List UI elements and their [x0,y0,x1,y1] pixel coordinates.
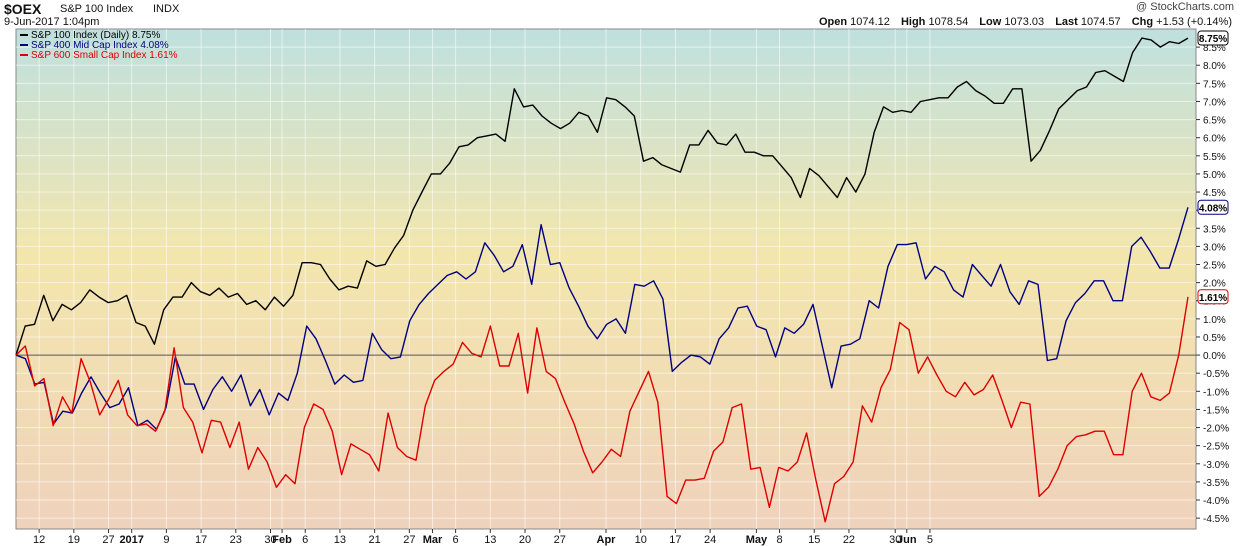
symbol-name: S&P 100 Index [60,3,134,15]
x-tick-label: 17 [195,534,207,546]
legend-entry: S&P 100 Index (Daily) 8.75% [31,30,160,41]
x-tick-label: 10 [635,534,647,546]
y-tick-label: 6.0% [1203,134,1226,145]
series-line-3 [15,296,1189,523]
chg-label: Chg [1131,16,1154,28]
y-tick-label: -4.0% [1203,496,1229,507]
exchange-label: INDX [153,3,180,15]
chg-value: +1.53 (+0.14%) [1156,16,1232,28]
y-tick-label: 7.0% [1203,97,1226,108]
y-tick-label: 2.5% [1203,261,1226,272]
y-tick-label: 3.5% [1203,224,1226,235]
x-tick-label: Apr [597,534,617,546]
end-label-text: 4.08% [1199,203,1227,214]
x-tick-label: 24 [704,534,716,546]
y-tick-label: 5.5% [1203,152,1226,163]
x-tick-label: May [746,534,768,546]
x-tick-label: 20 [519,534,531,546]
y-tick-label: -2.5% [1203,442,1229,453]
y-tick-label: 3.0% [1203,242,1226,253]
x-tick-label: 17 [669,534,681,546]
x-tick-label: Mar [423,534,443,546]
y-tick-label: -4.5% [1203,514,1229,525]
y-tick-label: 2.0% [1203,279,1226,290]
x-tick-label: 12 [33,534,45,546]
last-value: 1074.57 [1080,16,1121,28]
y-tick-label: 5.0% [1203,170,1226,181]
series-line-1 [15,37,1189,356]
x-tick-label: 9 [163,534,169,546]
y-tick-label: 6.5% [1203,116,1226,127]
x-tick-label: 30 [889,534,901,546]
y-tick-label: -1.5% [1203,405,1229,416]
legend-entry: S&P 600 Small Cap Index 1.61% [31,50,178,61]
x-tick-label: 27 [554,534,566,546]
y-axis: -4.5% -4.0% -3.5% -3.0% -2.5% -2.0% -1.5% -1.0%… [1196,43,1229,525]
y-tick-label: 0.0% [1203,351,1226,362]
y-tick-label: -3.5% [1203,478,1229,489]
x-tick-label: 13 [484,534,496,546]
x-tick-label: 13 [334,534,346,546]
y-tick-label: 1.0% [1203,315,1226,326]
series-layer [15,37,1189,523]
x-tick-label: 15 [808,534,820,546]
y-tick-label: 7.5% [1203,79,1226,90]
end-label-text: 8.75% [1199,34,1227,45]
y-tick-label: 8.0% [1203,61,1226,72]
y-tick-label: 8.5% [1203,43,1226,54]
end-labels: 8.75% 4.08% 1.61% [1197,30,1229,305]
end-label-box [1197,289,1229,305]
x-tick-label: 19 [68,534,80,546]
high-value: 1078.54 [928,16,969,28]
x-tick-label: Jun [897,534,917,546]
low-label: Low [979,16,1002,28]
stockcharts-credit: @ StockCharts.com [1136,1,1234,13]
y-tick-label: -3.0% [1203,460,1229,471]
end-label-box [1197,199,1229,215]
x-tick-label: 2017 [119,534,143,546]
y-tick-label: -0.5% [1203,369,1229,380]
low-value: 1073.03 [1004,16,1045,28]
x-tick-label: Feb [272,534,292,546]
x-tick-label: 5 [927,534,933,546]
x-tick-label: 6 [453,534,459,546]
open-value: 1074.12 [850,16,890,28]
x-tick-label: 23 [230,534,242,546]
high-label: High [900,16,926,28]
end-label-box [1197,30,1229,46]
symbol-label: $OEX [4,1,42,17]
last-label: Last [1055,16,1078,28]
ohlc-readout: Open 1074.12 High 1078.54 Low 1073.03 La… [811,16,1232,28]
y-tick-label: -1.0% [1203,387,1229,398]
open-label: Open [818,16,848,28]
x-tick-label: 27 [403,534,415,546]
x-tick-label: 8 [776,534,782,546]
x-tick-label: 21 [369,534,381,546]
series-line-2 [15,207,1189,431]
x-tick-label: 6 [302,534,308,546]
legend-entry: S&P 400 Mid Cap Index 4.08% [31,40,169,51]
x-tick-label: 27 [102,534,114,546]
x-tick-label: 30 [264,534,276,546]
legend: S&P 100 Index (Daily) 8.75%S&P 400 Mid C… [20,30,178,61]
y-tick-label: 0.5% [1203,333,1226,344]
x-tick-label: 22 [843,534,855,546]
y-tick-label: 4.5% [1203,188,1226,199]
date-time-label: 9-Jun-2017 1:04pm [4,16,100,28]
end-label-text: 1.61% [1199,293,1227,304]
y-tick-label: -2.0% [1203,424,1229,435]
